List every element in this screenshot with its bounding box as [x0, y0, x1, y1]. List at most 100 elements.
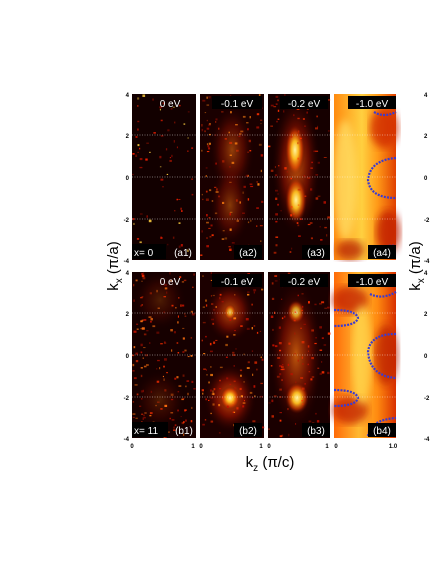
noise-speck — [279, 349, 282, 352]
noise-speck — [191, 193, 194, 196]
noise-speck — [273, 106, 277, 108]
noise-speck — [202, 99, 206, 102]
noise-speck — [210, 420, 214, 423]
noise-speck — [275, 103, 278, 105]
noise-speck — [272, 328, 274, 331]
noise-speck — [141, 319, 144, 322]
noise-speck — [133, 346, 136, 349]
noise-speck — [297, 117, 300, 120]
noise-speck — [321, 337, 324, 339]
noise-speck — [201, 149, 203, 152]
energy-label-a3: -0.2 eV — [288, 99, 321, 110]
noise-speck — [260, 356, 262, 359]
noise-speck — [247, 221, 250, 224]
noise-speck — [212, 294, 215, 297]
noise-speck — [187, 392, 189, 396]
noise-speck — [160, 408, 163, 410]
tick-label: 2 — [424, 134, 428, 140]
energy-labels-bottom: 0 eV -0.1 eV -0.2 eV -1.0 eV — [160, 274, 396, 288]
noise-speck — [253, 385, 256, 388]
noise-speck — [307, 177, 311, 179]
noise-speck — [178, 385, 182, 387]
noise-speck — [308, 420, 312, 423]
noise-speck — [317, 161, 320, 164]
noise-speck — [207, 144, 210, 148]
noise-speck — [145, 158, 148, 161]
noise-speck — [256, 113, 260, 116]
tick-label: 0 — [424, 176, 428, 182]
noise-speck — [232, 354, 236, 356]
noise-speck — [242, 191, 244, 194]
noise-speck — [249, 391, 253, 394]
noise-speck — [140, 320, 143, 323]
noise-speck — [135, 417, 138, 419]
noise-speck — [141, 296, 144, 298]
noise-speck — [278, 326, 281, 329]
fermi-contour — [366, 156, 397, 200]
noise-speck — [307, 345, 310, 348]
noise-speck — [178, 297, 180, 299]
noise-speck — [277, 193, 279, 195]
noise-speck — [172, 236, 175, 239]
noise-speck — [156, 331, 160, 334]
noise-speck — [173, 426, 175, 429]
noise-speck — [163, 342, 167, 344]
noise-speck — [148, 316, 152, 318]
noise-speck — [303, 323, 306, 325]
noise-speck — [201, 339, 203, 342]
noise-speck — [300, 327, 302, 329]
noise-speck — [153, 132, 156, 134]
noise-speck — [219, 388, 222, 390]
noise-speck — [268, 402, 271, 404]
noise-speck — [236, 219, 239, 222]
noise-speck — [268, 145, 271, 148]
noise-speck — [245, 174, 249, 177]
noise-speck — [146, 330, 149, 332]
noise-speck — [246, 122, 249, 124]
noise-speck — [143, 333, 147, 336]
noise-speck — [141, 304, 143, 306]
noise-speck — [171, 419, 175, 421]
noise-speck — [210, 373, 213, 377]
noise-speck — [205, 335, 207, 338]
noise-speck — [191, 380, 194, 383]
noise-speck — [211, 234, 214, 237]
tick-label: 0 — [130, 444, 134, 450]
noise-speck — [185, 419, 187, 422]
tick-label: 0 — [126, 176, 130, 182]
noise-speck — [277, 99, 279, 102]
noise-speck — [277, 357, 281, 359]
noise-speck — [301, 341, 305, 344]
noise-speck — [228, 131, 230, 134]
noise-speck — [314, 342, 317, 345]
panel-b2 — [200, 272, 265, 438]
noise-speck — [258, 94, 261, 96]
noise-speck — [206, 127, 210, 130]
noise-speck — [210, 389, 212, 392]
noise-speck — [180, 244, 183, 247]
noise-speck — [205, 299, 207, 302]
noise-speck — [200, 254, 203, 256]
noise-speck — [261, 200, 264, 203]
noise-speck — [309, 222, 313, 224]
noise-speck — [157, 401, 160, 403]
panel-label-a1: (a1) — [174, 248, 192, 259]
noise-speck — [295, 423, 297, 425]
tick-label: 2 — [424, 312, 428, 318]
noise-speck — [176, 376, 179, 379]
noise-speck — [209, 235, 212, 238]
noise-speck — [190, 337, 193, 339]
noise-speck — [327, 306, 330, 309]
noise-speck — [170, 329, 173, 332]
noise-speck — [249, 150, 252, 152]
noise-speck — [277, 203, 279, 206]
tick-label: -2 — [424, 218, 430, 224]
noise-speck — [279, 435, 283, 438]
noise-speck — [221, 238, 225, 240]
noise-speck — [240, 374, 242, 377]
noise-speck — [216, 188, 218, 191]
noise-speck — [206, 143, 208, 146]
noise-speck — [140, 304, 142, 307]
noise-speck — [229, 318, 232, 321]
noise-speck — [132, 363, 135, 367]
